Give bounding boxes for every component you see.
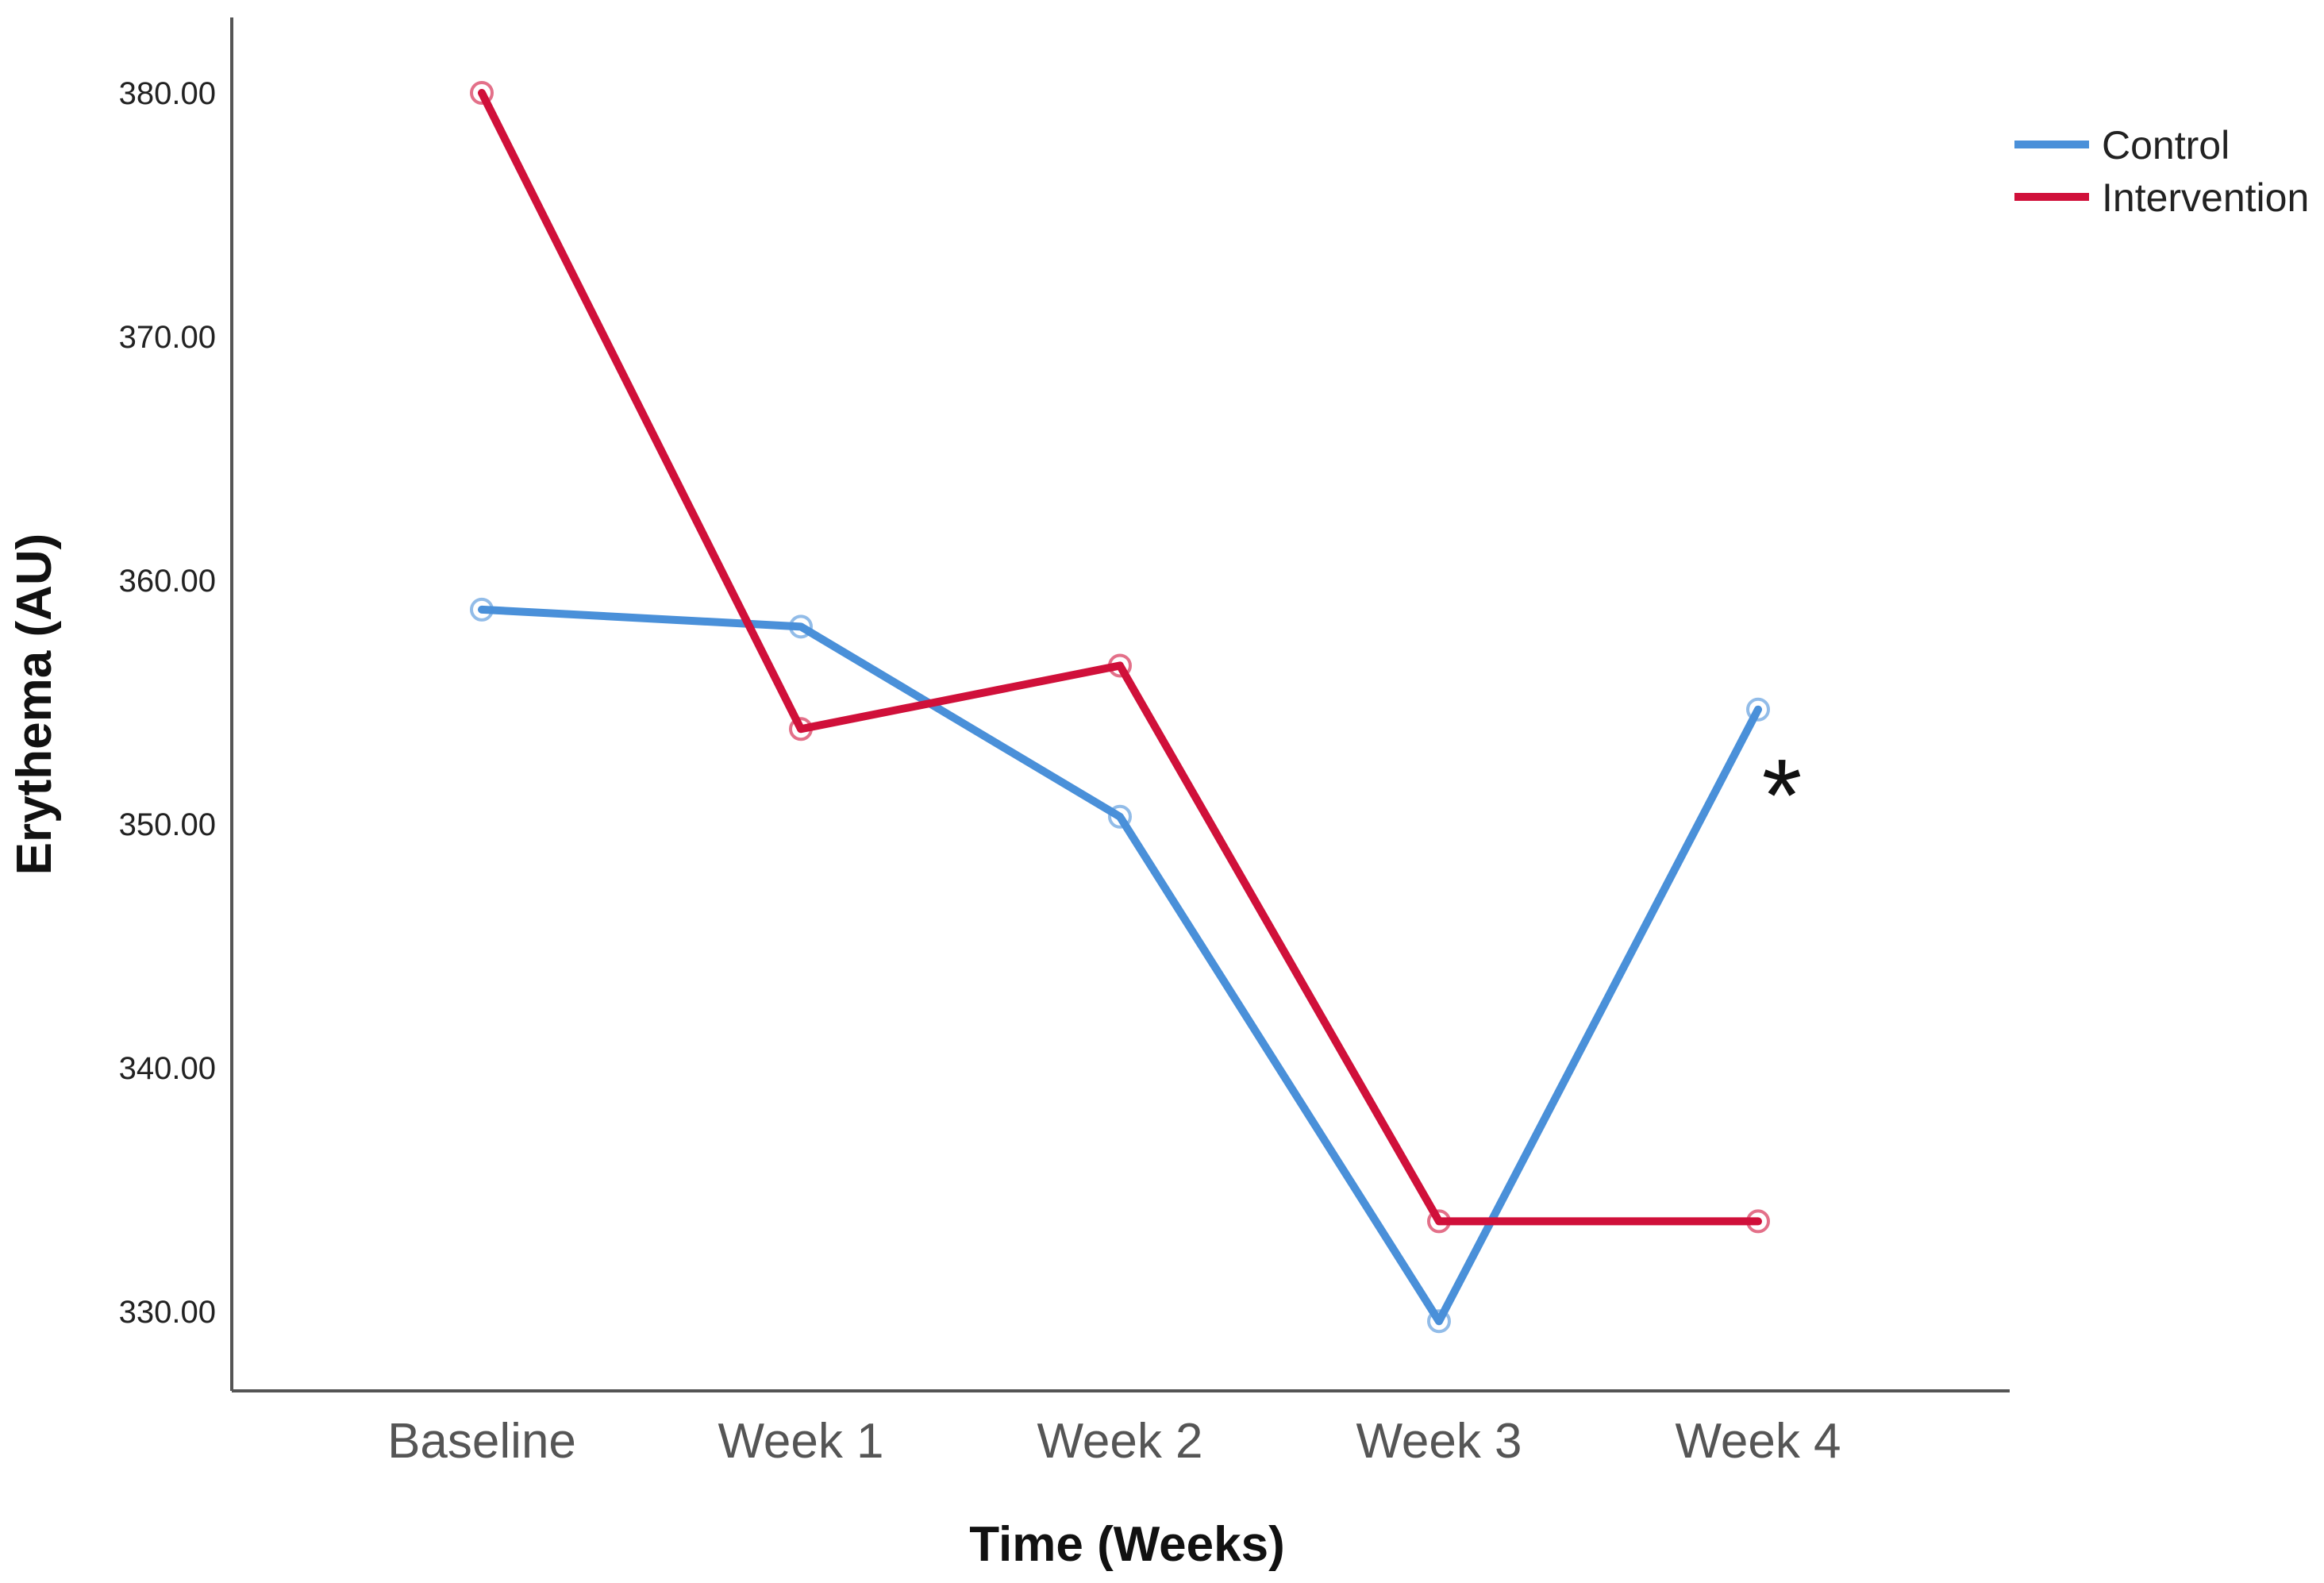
y-tick-labels: 330.00 340.00 350.00 360.00 370.00 380.00 bbox=[119, 76, 216, 1330]
data-point-intervention bbox=[1108, 653, 1132, 678]
data-point-intervention bbox=[1427, 1209, 1451, 1234]
annotations: * bbox=[1762, 738, 1803, 853]
y-tick-label: 360.00 bbox=[119, 564, 216, 599]
series-control bbox=[470, 597, 1770, 1334]
data-point-intervention bbox=[789, 717, 813, 741]
y-tick-label: 330.00 bbox=[119, 1295, 216, 1330]
y-tick-label: 370.00 bbox=[119, 320, 216, 355]
significance-asterisk: * bbox=[1762, 738, 1803, 853]
axes bbox=[230, 17, 2010, 1392]
data-point-control bbox=[789, 614, 813, 639]
x-tick-labels: Baseline Week 1 Week 2 Week 3 Week 4 bbox=[387, 1414, 1841, 1469]
y-tick-label: 350.00 bbox=[119, 807, 216, 842]
x-tick-label: Week 2 bbox=[1037, 1414, 1202, 1469]
legend-label-intervention: Intervention bbox=[2102, 175, 2309, 220]
data-point-control bbox=[1746, 697, 1770, 722]
legend-label-control: Control bbox=[2102, 123, 2230, 168]
series-intervention bbox=[470, 81, 1770, 1234]
data-point-control bbox=[1108, 804, 1132, 829]
x-tick-label: Week 1 bbox=[718, 1414, 883, 1469]
series-line-intervention bbox=[478, 89, 1762, 1226]
data-point-intervention bbox=[470, 81, 494, 105]
x-tick-label: Week 3 bbox=[1356, 1414, 1522, 1469]
data-point-control bbox=[1427, 1309, 1451, 1334]
legend: Control Intervention bbox=[2014, 123, 2309, 220]
x-tick-label: Week 4 bbox=[1675, 1414, 1841, 1469]
data-point-control bbox=[470, 597, 494, 622]
y-tick-label: 380.00 bbox=[119, 76, 216, 111]
x-tick-label: Baseline bbox=[387, 1414, 576, 1469]
y-tick-label: 340.00 bbox=[119, 1051, 216, 1086]
series-line-control bbox=[478, 605, 1762, 1326]
y-axis-title: Erythema (AU) bbox=[7, 533, 62, 876]
data-point-intervention bbox=[1746, 1209, 1770, 1234]
x-axis-title: Time (Weeks) bbox=[969, 1517, 1284, 1572]
series-layer bbox=[470, 81, 1770, 1334]
